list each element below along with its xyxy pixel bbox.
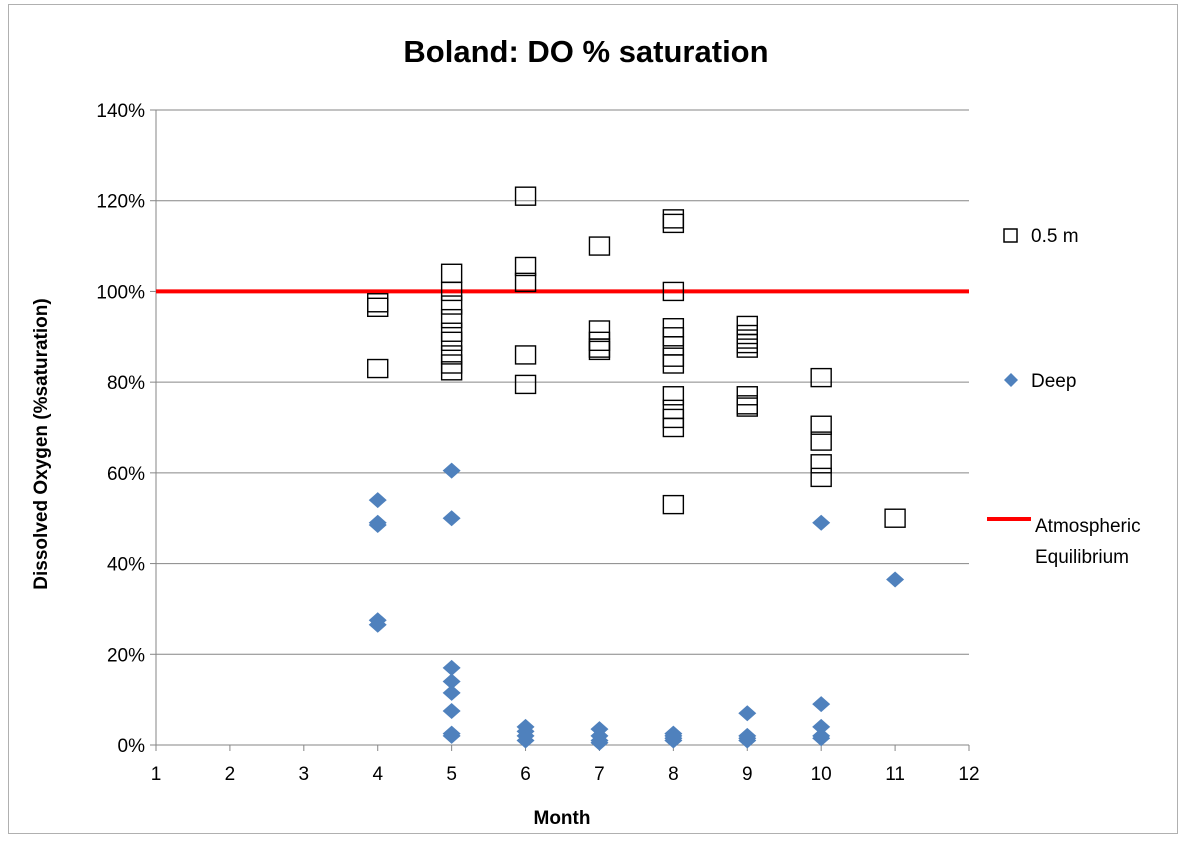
- data-point-deep: [812, 718, 831, 735]
- x-tick-label: 3: [299, 764, 310, 785]
- x-tick-label: 8: [668, 764, 679, 785]
- data-point-deep: [442, 684, 461, 701]
- data-point-0.5m: [514, 374, 537, 395]
- data-point-0.5m: [810, 454, 832, 474]
- x-tick-label: 12: [958, 764, 979, 785]
- data-point-deep: [368, 517, 387, 534]
- y-tick-label: 140%: [96, 101, 145, 122]
- data-point-deep: [442, 462, 461, 479]
- legend-label-deep: Deep: [1031, 371, 1076, 392]
- data-point-0.5m: [367, 297, 389, 318]
- data-point-deep: [368, 492, 387, 509]
- x-tick-label: 5: [446, 764, 457, 785]
- data-point-0.5m: [514, 256, 537, 277]
- y-tick-label: 20%: [107, 645, 145, 666]
- legend-diamond-marker: [1004, 373, 1018, 387]
- data-point-0.5m: [440, 295, 463, 315]
- legend-label-equilibrium: Equilibrium: [1035, 547, 1129, 568]
- data-point-deep: [812, 514, 831, 531]
- data-point-0.5m: [810, 431, 832, 451]
- data-point-0.5m: [440, 331, 463, 352]
- data-point-0.5m: [662, 417, 685, 438]
- data-point-0.5m: [884, 508, 906, 528]
- x-tick-label: 4: [372, 764, 383, 785]
- data-point-0.5m: [736, 338, 758, 358]
- data-point-0.5m: [662, 494, 685, 515]
- y-tick-label: 120%: [96, 192, 145, 213]
- data-point-0.5m: [440, 361, 463, 381]
- data-point-0.5m: [662, 354, 685, 374]
- y-tick-label: 40%: [107, 555, 145, 576]
- axes: 0%20%40%60%80%100%120%140%1 2 3 4 5 6 7 8 9 10 11 1…: [96, 101, 979, 785]
- data-point-0.5m: [514, 186, 537, 206]
- data-point-deep: [442, 510, 461, 527]
- chart-title: Boland: DO % saturation: [403, 34, 768, 69]
- data-point-0.5m: [736, 397, 758, 417]
- x-tick-label: 9: [742, 764, 753, 785]
- data-point-deep: [738, 732, 757, 749]
- data-point-0.5m: [440, 263, 463, 283]
- data-point-0.5m: [588, 340, 611, 361]
- data-point-deep: [812, 696, 831, 713]
- legend-square-marker: [1003, 228, 1018, 243]
- data-point-deep: [516, 732, 535, 749]
- x-tick-label: 1: [151, 764, 162, 785]
- data-point-0.5m: [514, 345, 537, 365]
- legend: 0.5 m Deep Atmospheric Equilibrium: [987, 226, 1141, 568]
- data-point-0.5m: [662, 281, 685, 302]
- x-axis-label: Month: [534, 808, 591, 829]
- y-tick-label: 0%: [118, 736, 146, 757]
- data-point-0.5m: [810, 467, 832, 488]
- chart-frame: [8, 4, 1178, 834]
- data-point-0.5m: [662, 347, 685, 367]
- data-point-0.5m: [810, 367, 832, 388]
- data-point-deep: [368, 616, 387, 633]
- data-point-0.5m: [514, 272, 537, 293]
- data-point-0.5m: [440, 308, 463, 329]
- data-point-0.5m: [588, 320, 611, 340]
- data-point-deep: [590, 734, 609, 751]
- gridlines: [156, 109, 969, 655]
- y-tick-label: 100%: [96, 282, 145, 303]
- data-point-deep: [442, 673, 461, 690]
- x-tick-label: 11: [885, 764, 905, 785]
- data-point-deep: [886, 571, 905, 588]
- data-point-deep: [442, 702, 461, 719]
- x-tick-label: 6: [520, 764, 531, 785]
- data-point-0.5m: [367, 358, 389, 379]
- data-point-0.5m: [588, 236, 611, 256]
- data-point-deep: [738, 705, 757, 722]
- legend-label-atmospheric: Atmospheric: [1035, 516, 1141, 537]
- y-axis-label: Dissolved Oxygen (%saturation): [31, 298, 52, 589]
- data-point-deep: [812, 730, 831, 747]
- data-series: [156, 186, 969, 751]
- x-tick-label: 10: [811, 764, 832, 785]
- data-point-deep: [442, 727, 461, 744]
- data-point-0.5m: [810, 415, 832, 435]
- data-point-0.5m: [440, 281, 463, 302]
- data-point-deep: [442, 659, 461, 676]
- y-tick-label: 80%: [107, 373, 145, 394]
- legend-label-0.5m: 0.5 m: [1031, 226, 1079, 247]
- data-point-0.5m: [662, 209, 685, 229]
- x-tick-label: 2: [225, 764, 236, 785]
- data-point-0.5m: [662, 386, 685, 406]
- data-point-0.5m: [367, 293, 389, 313]
- data-point-0.5m: [662, 213, 685, 234]
- data-point-deep: [664, 732, 683, 749]
- x-tick-label: 7: [594, 764, 605, 785]
- y-tick-label: 60%: [107, 464, 145, 485]
